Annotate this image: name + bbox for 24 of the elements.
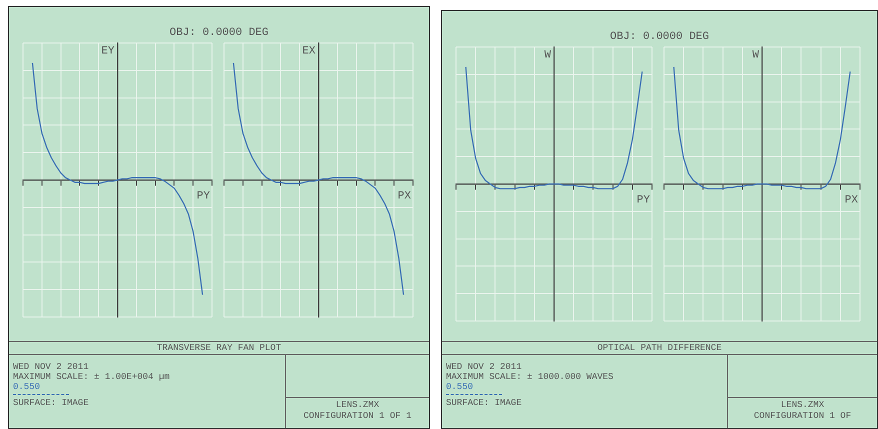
x-axis-title: PY	[636, 194, 650, 206]
x-axis-title: PX	[844, 194, 858, 206]
text: 0.550	[13, 382, 42, 392]
text: 0.550	[446, 382, 474, 392]
text: MAXIMUM SCALE: ± 1.00E+004 µm	[13, 372, 170, 382]
chart-title: OBJ: 0.0000 DEG	[608, 31, 710, 43]
y-axis-title: EX	[302, 45, 316, 58]
text: CONFIGURATION 1 OF 1	[302, 411, 413, 422]
y-axis-title: W	[752, 49, 760, 62]
chart-title: OBJ: 0.0000 DEG	[168, 27, 270, 39]
text: SURFACE: IMAGE	[13, 398, 90, 408]
y-axis-title: EY	[101, 45, 115, 58]
text: LENS.ZMX	[780, 400, 826, 411]
text: WED NOV 2 2011	[13, 362, 90, 372]
text: WED NOV 2 2011	[446, 362, 523, 372]
text: MAXIMUM SCALE: ± 1000.000 WAVES	[446, 372, 614, 382]
text: SURFACE: IMAGE	[446, 398, 523, 408]
y-axis-title: W	[544, 49, 552, 62]
text: TRANSVERSE RAY FAN PLOT	[9, 342, 429, 355]
text: OPTICAL PATH DIFFERENCE	[442, 342, 877, 355]
text: CONFIGURATION 1 OF	[752, 411, 852, 422]
x-axis-title: PX	[398, 190, 412, 202]
x-axis-title: PY	[196, 190, 210, 202]
text: LENS.ZMX	[334, 400, 380, 411]
